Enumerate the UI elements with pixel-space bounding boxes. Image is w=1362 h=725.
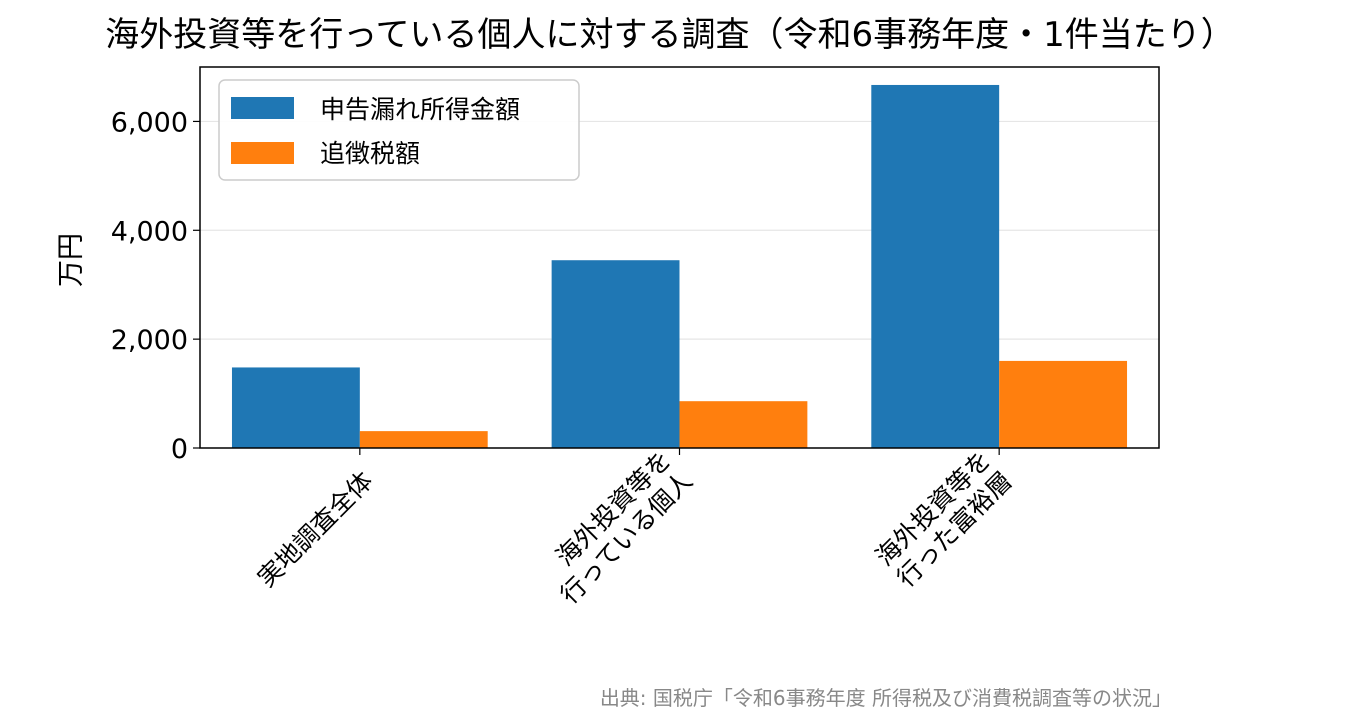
bar-series-1-category-2 <box>999 360 1128 448</box>
y-axis: 0 2,000 4,000 6,000 <box>111 107 200 465</box>
x-tick-label: 海外投資等を行っている個人 <box>550 445 698 610</box>
source-note: 出典: 国税庁「令和6事務年度 所得税及び消費税調査等の状況」 <box>600 686 1172 710</box>
bar-series-1-category-0 <box>359 431 488 448</box>
x-tick-label: 実地調査全体 <box>252 466 379 593</box>
bar-series-1-category-1 <box>679 401 808 448</box>
x-tick-label-line: 実地調査全体 <box>252 466 379 593</box>
legend-box <box>218 79 580 181</box>
bar-series-0-category-1 <box>551 260 680 448</box>
y-tick-label: 2,000 <box>111 325 188 356</box>
legend-swatch-series-1 <box>231 142 294 164</box>
y-tick-label: 4,000 <box>111 216 188 247</box>
y-tick-label: 6,000 <box>111 107 188 138</box>
bar-series-0-category-2 <box>871 84 1000 448</box>
legend-label-series-0: 申告漏れ所得金額 <box>320 95 520 124</box>
legend-label-series-1: 追徴税額 <box>320 139 420 168</box>
chart-title: 海外投資等を行っている個人に対する調査（令和6事務年度・1件当たり） <box>105 15 1235 55</box>
bar-series-0-category-0 <box>231 367 360 448</box>
y-axis-label: 万円 <box>56 233 87 287</box>
legend: 申告漏れ所得金額 追徴税額 <box>218 79 580 181</box>
legend-swatch-series-0 <box>231 97 294 119</box>
bars <box>231 84 1128 448</box>
y-tick-label: 0 <box>171 434 188 465</box>
